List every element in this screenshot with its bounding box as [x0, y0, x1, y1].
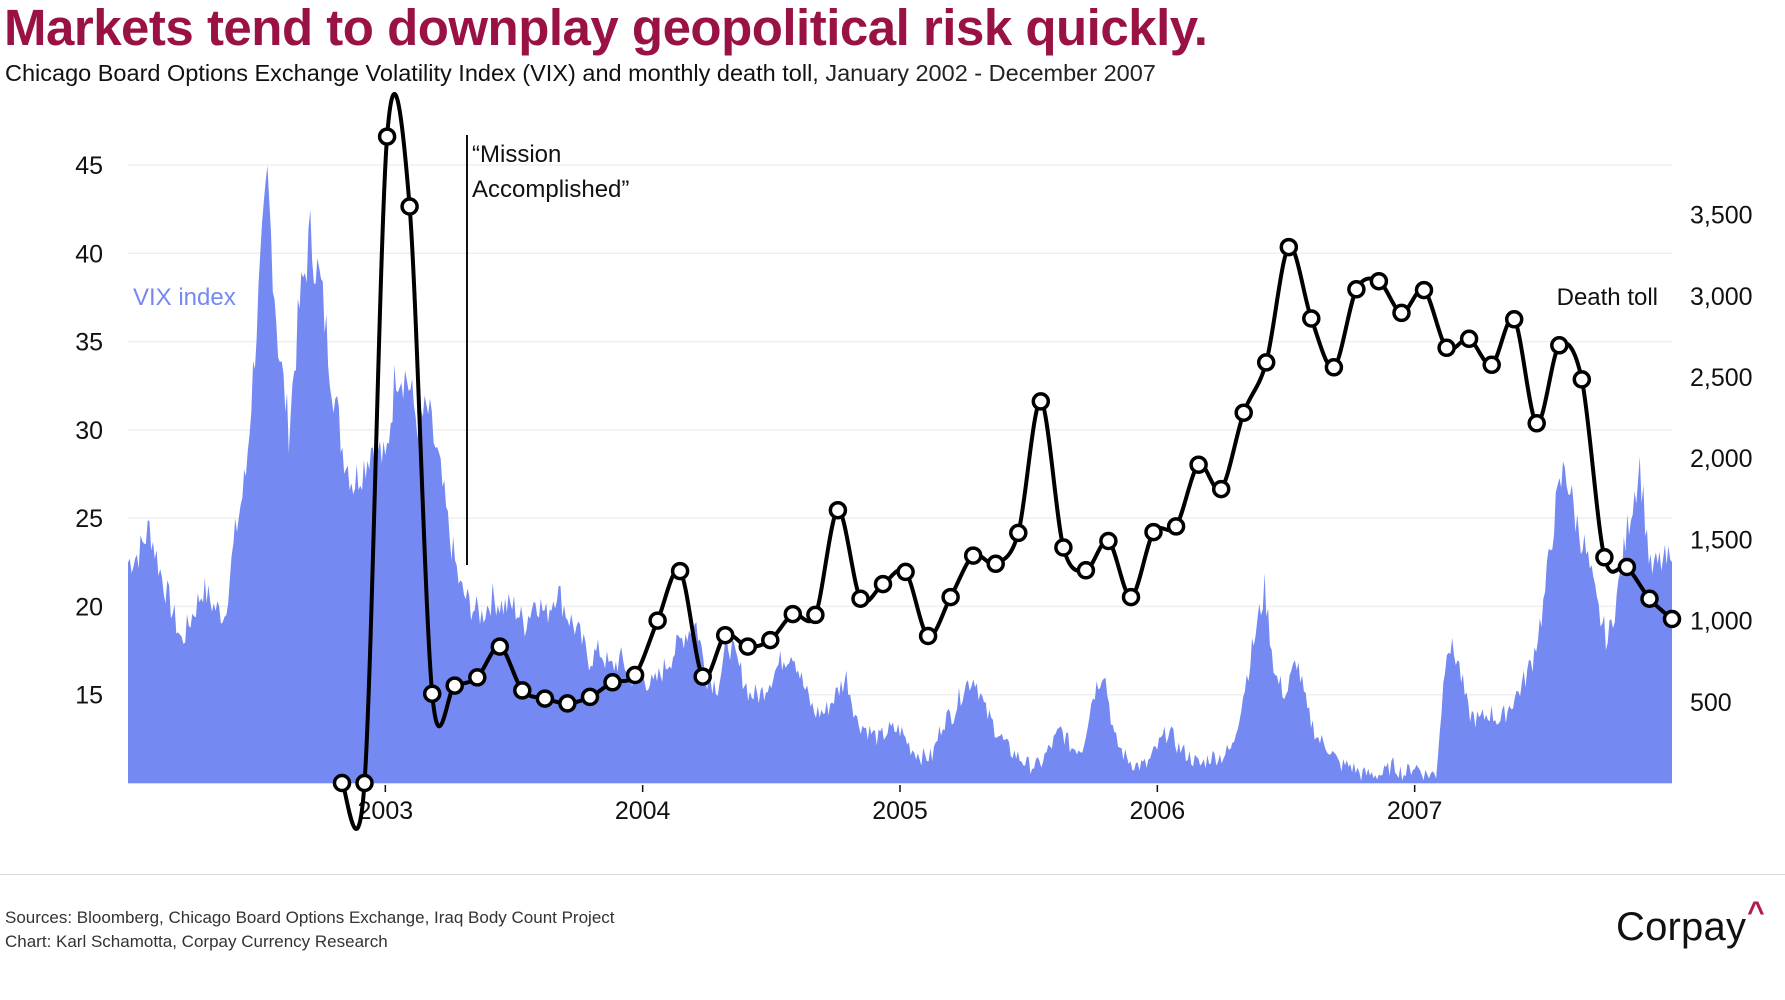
death-toll-point: [1279, 237, 1299, 257]
subtitle-range: January 2002 - December 2007: [818, 60, 1156, 86]
death-toll-point: [1595, 548, 1614, 567]
death-toll-point: [1459, 329, 1479, 349]
subtitle-main: Chicago Board Options Exchange Volatilit…: [5, 60, 819, 86]
death-toll-point: [1640, 589, 1659, 608]
chart-title: Markets tend to downplay geopolitical ri…: [4, 0, 1208, 56]
left-axis-tick-label: 30: [75, 417, 103, 445]
death-toll-point: [603, 673, 622, 692]
right-axis-tick-label: 2,000: [1690, 445, 1753, 473]
death-toll-point: [851, 589, 870, 608]
death-toll-point: [625, 665, 645, 685]
death-toll-point: [1166, 517, 1186, 536]
x-tick-label: 2004: [615, 797, 671, 825]
death-toll-point: [535, 689, 555, 708]
death-toll-point: [1234, 403, 1253, 422]
death-toll-point: [738, 637, 758, 656]
death-toll-point: [918, 626, 938, 646]
death-toll-point: [1211, 479, 1231, 499]
death-toll-point: [1144, 522, 1163, 542]
death-toll-point: [1437, 338, 1456, 358]
death-toll-point: [400, 197, 419, 216]
death-toll-point: [558, 694, 577, 713]
death-toll-point: [422, 684, 442, 703]
death-toll-point: [1031, 392, 1051, 411]
death-toll-point: [1302, 309, 1321, 328]
death-toll-point: [783, 604, 803, 624]
logo-caret-icon: ^: [1747, 896, 1765, 929]
left-axis-tick-label: 45: [75, 152, 103, 180]
death-toll-point: [670, 561, 690, 581]
x-axis-ticks: 2003 2004 2005 2006 2007: [358, 785, 1443, 825]
death-toll-point: [1527, 414, 1546, 433]
right-axis-tick-label: 1,500: [1690, 526, 1753, 554]
death-toll-point: [806, 605, 825, 625]
death-toll-point: [1054, 538, 1073, 557]
death-toll-point: [1550, 336, 1569, 355]
death-toll-point: [1504, 310, 1524, 329]
logo-text: Corpay: [1616, 905, 1747, 949]
x-tick-label: 2005: [872, 797, 928, 825]
death-toll-point: [1076, 561, 1096, 580]
death-toll-point: [490, 637, 510, 656]
chart-credit: Chart: Karl Schamotta, Corpay Currency R…: [5, 932, 388, 951]
left-axis-tick-label: 35: [75, 329, 103, 357]
death-toll-point: [963, 546, 983, 565]
right-axis-tick-label: 1,000: [1690, 608, 1753, 636]
death-toll-point: [1572, 370, 1592, 389]
death-toll-point: [828, 500, 848, 520]
right-axis-tick-label: 500: [1690, 689, 1732, 717]
left-axis-tick-label: 40: [75, 240, 103, 268]
death-toll-point: [445, 676, 464, 695]
left-axis-tick-label: 25: [75, 505, 103, 533]
death-toll-point: [1347, 280, 1366, 299]
death-toll-point: [468, 668, 487, 687]
death-toll-point: [377, 127, 397, 146]
death-toll-point: [648, 611, 667, 630]
x-tick-label: 2003: [358, 797, 414, 825]
left-axis-tick-label: 15: [75, 682, 103, 710]
death-toll-point: [761, 630, 780, 650]
death-toll-point: [941, 587, 960, 607]
death-toll-point: [873, 574, 893, 594]
death-toll-point: [986, 554, 1005, 574]
death-toll-point: [896, 562, 915, 582]
death-toll-point: [580, 687, 600, 707]
right-axis-tick-label: 3,000: [1690, 283, 1753, 311]
death-toll-point: [1009, 523, 1028, 543]
sources-note: Sources: Bloomberg, Chicago Board Option…: [5, 908, 615, 927]
death-toll-point: [1099, 531, 1118, 551]
death-toll-point: [332, 773, 352, 793]
right-axis-labels: 500 1,000 1,500 2,000 2,500 3,000 3,500: [1690, 202, 1753, 717]
left-axis-labels: 15 20 25 30 35 40 45: [75, 152, 103, 710]
vix-area: [128, 165, 1672, 783]
death-toll-markers: [332, 127, 1682, 793]
mission-accomplished-label-line2: Accomplished”: [472, 176, 629, 203]
chart-canvas: 2003 2004 2005 2006 2007 15 20 25 30 35 40 45 500 1…: [75, 92, 1753, 831]
death-toll-point: [1662, 609, 1682, 629]
death-toll-point: [1324, 358, 1344, 377]
death-toll-point: [693, 667, 712, 686]
footer-divider: [0, 874, 1785, 875]
x-tick-label: 2006: [1130, 797, 1186, 825]
x-tick-label: 2007: [1387, 797, 1443, 825]
death-toll-point: [1414, 280, 1434, 300]
right-axis-tick-label: 3,500: [1690, 202, 1753, 230]
death-toll-point: [1392, 303, 1411, 323]
death-toll-point: [715, 625, 735, 645]
death-toll-point: [1189, 455, 1208, 474]
chart-subtitle: Chicago Board Options Exchange Volatilit…: [5, 60, 1156, 87]
death-toll-point: [513, 681, 532, 700]
death-toll-point: [1617, 557, 1637, 577]
death-toll-series-label: Death toll: [1557, 284, 1658, 311]
mission-accomplished-label-line1: “Mission: [472, 141, 561, 168]
right-axis-tick-label: 2,500: [1690, 364, 1753, 392]
death-toll-point: [1369, 271, 1389, 291]
death-toll-point: [1482, 355, 1501, 375]
death-toll-point: [1256, 353, 1276, 372]
death-toll-point: [1121, 587, 1141, 607]
corpay-logo: Corpay^: [1616, 896, 1765, 950]
death-toll-point: [355, 773, 374, 793]
left-axis-tick-label: 20: [75, 593, 103, 621]
vix-series-label: VIX index: [133, 284, 236, 311]
